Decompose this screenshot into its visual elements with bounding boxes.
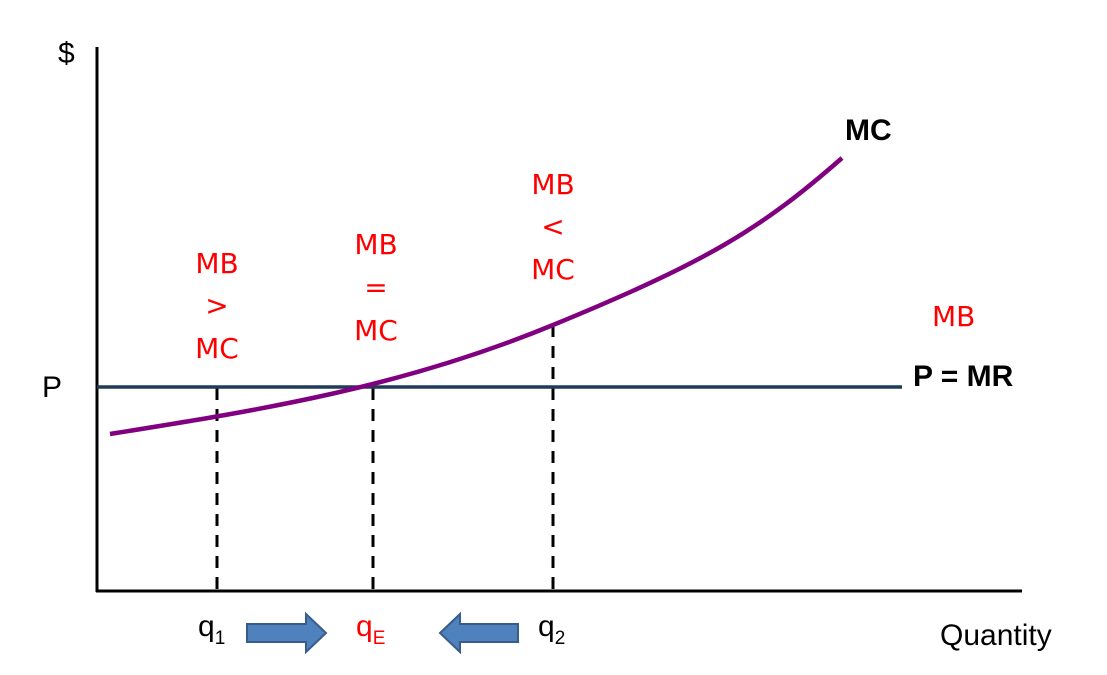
qe-label-sub: E — [373, 628, 386, 649]
comparison-right-line2: < — [541, 210, 564, 243]
q1-label-sub: 1 — [215, 628, 226, 649]
pmr-line-label: P = MR — [913, 360, 1014, 393]
comparison-left: MB > MC — [195, 247, 239, 365]
comparison-middle-line2: = — [364, 271, 387, 304]
comparison-middle: MB = MC — [354, 228, 398, 347]
comparison-left-line1: MB — [195, 247, 238, 280]
qe-label: qE — [356, 610, 385, 649]
comparison-middle-line3: MC — [354, 314, 398, 347]
comparison-left-line3: MC — [195, 332, 239, 365]
mb-line-label: MB — [932, 300, 975, 333]
arrow-right-icon — [246, 611, 328, 655]
mc-curve — [109, 156, 844, 437]
comparison-right-line1: MB — [531, 168, 574, 201]
q2-label: q2 — [538, 610, 565, 649]
y-axis-label: $ — [58, 37, 75, 70]
q1-label-base: q — [198, 610, 215, 643]
q2-label-base: q — [538, 610, 555, 643]
comparison-right: MB < MC — [531, 168, 575, 286]
x-axis-label: Quantity — [940, 619, 1052, 652]
qe-label-base: q — [356, 610, 373, 643]
arrow-left-icon — [438, 611, 519, 655]
comparison-middle-line1: MB — [354, 228, 397, 261]
comparison-left-line2: > — [205, 289, 228, 322]
comparison-right-line3: MC — [531, 253, 575, 286]
mc-curve-label: MC — [845, 114, 892, 147]
q1-label: q1 — [198, 610, 225, 649]
q2-label-sub: 2 — [555, 628, 566, 649]
price-label: P — [42, 371, 62, 404]
